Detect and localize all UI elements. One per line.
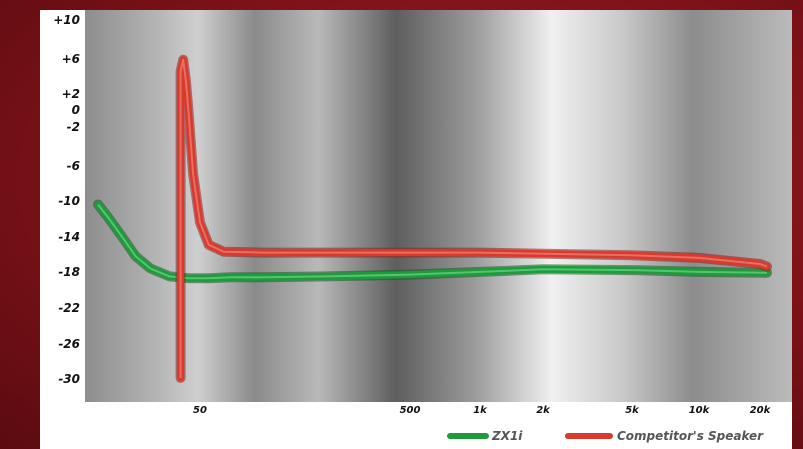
chart-panel: +10 +6 +2 0 -2 -6 -10 -14 -18 -22 -26 -30 50 500 1k 2k… bbox=[40, 10, 792, 449]
frequency-response-chart: +10 +6 +2 0 -2 -6 -10 -14 -18 -22 -26 -30 50 500 1k 2k… bbox=[53, 10, 792, 443]
y-tick-label: -18 bbox=[58, 265, 80, 279]
x-tick-label: 10k bbox=[689, 405, 711, 416]
legend-label: Competitor's Speaker bbox=[617, 429, 764, 443]
series-line-highlight bbox=[97, 203, 768, 280]
x-tick-label: 50 bbox=[193, 405, 207, 416]
y-tick-label: -2 bbox=[67, 120, 80, 134]
y-tick-label: -30 bbox=[58, 372, 80, 386]
y-tick-label: 0 bbox=[72, 103, 80, 117]
y-tick-label: +6 bbox=[62, 52, 80, 66]
y-axis-ticks: +10 +6 +2 0 -2 -6 -10 -14 -18 -22 -26 -30 bbox=[53, 13, 80, 386]
x-tick-label: 1k bbox=[473, 405, 488, 416]
legend: ZX1i Competitor's Speaker bbox=[447, 429, 764, 443]
x-tick-label: 500 bbox=[400, 405, 421, 416]
series-layer bbox=[93, 54, 772, 383]
x-tick-label: 2k bbox=[536, 405, 551, 416]
y-tick-label: +10 bbox=[53, 13, 80, 27]
x-tick-label: 20k bbox=[750, 405, 772, 416]
legend-label: ZX1i bbox=[491, 429, 523, 443]
y-tick-label: -22 bbox=[58, 301, 80, 315]
y-tick-label: -26 bbox=[58, 337, 80, 351]
x-tick-label: 5k bbox=[625, 405, 640, 416]
plot-background bbox=[85, 10, 792, 402]
y-tick-label: -6 bbox=[67, 159, 80, 173]
x-axis-ticks: 50 500 1k 2k 5k 10k 20k bbox=[193, 405, 772, 416]
y-tick-label: -14 bbox=[58, 230, 80, 244]
y-tick-label: +2 bbox=[62, 87, 80, 101]
series-line-highlight bbox=[179, 58, 768, 378]
y-tick-label: -10 bbox=[58, 194, 80, 208]
